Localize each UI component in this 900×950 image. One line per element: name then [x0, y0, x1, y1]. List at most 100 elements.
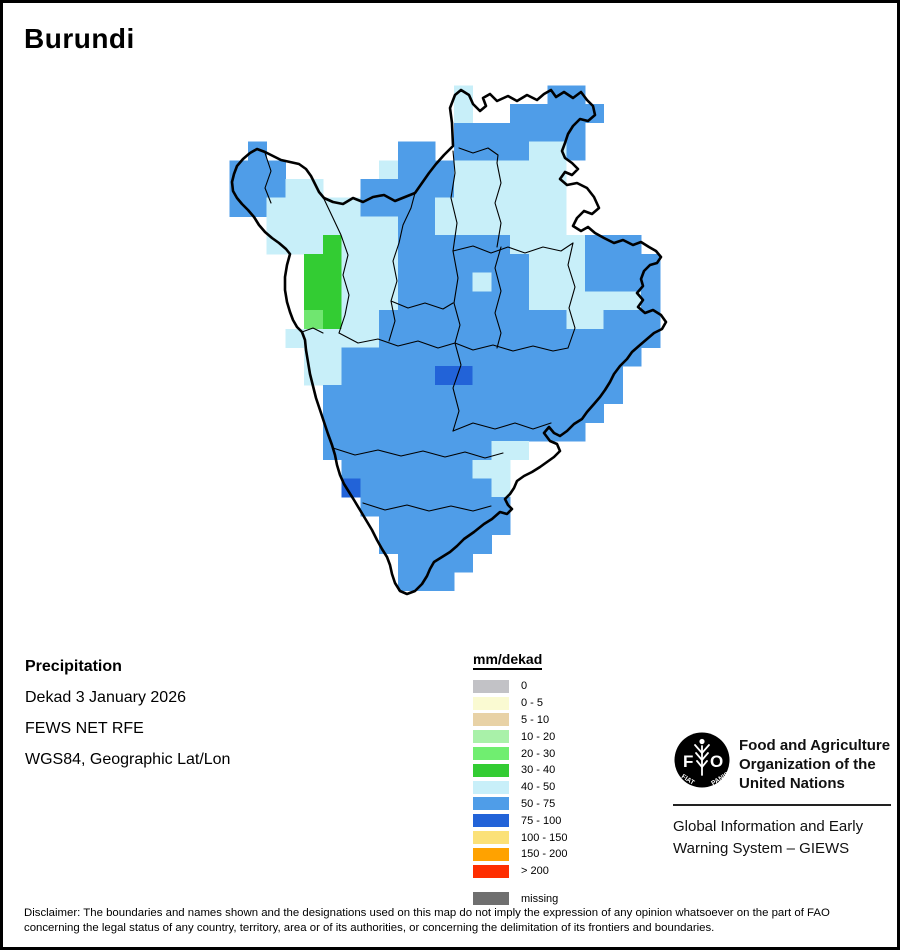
raster-cell [491, 384, 511, 405]
raster-cell [416, 216, 436, 236]
raster-cells [229, 85, 661, 592]
raster-cell [566, 235, 586, 255]
raster-cell [416, 459, 436, 479]
raster-cell [547, 272, 567, 292]
province-boundary [567, 242, 576, 349]
raster-cell [341, 478, 361, 498]
raster-cell [491, 197, 511, 217]
raster-cell [510, 403, 530, 423]
raster-cell [266, 160, 286, 180]
province-boundary [452, 242, 574, 254]
raster-cell [266, 216, 286, 236]
legend-swatch [473, 713, 509, 727]
raster-cell [397, 347, 417, 367]
raster-cell [528, 272, 548, 292]
raster-cell [622, 272, 642, 292]
raster-cell [566, 291, 586, 311]
raster-cell [510, 216, 530, 236]
legend-label: 100 - 150 [521, 831, 568, 844]
raster-cell [491, 515, 511, 536]
legend-swatch [473, 892, 509, 906]
legend-label: missing [521, 892, 559, 905]
raster-cell [435, 347, 455, 367]
raster-cell [453, 179, 474, 199]
province-boundary [264, 152, 272, 204]
raster-cell [435, 497, 455, 517]
raster-cell [285, 197, 305, 217]
raster-cell [416, 141, 436, 161]
raster-cell [584, 253, 605, 273]
giews-line: Global Information and Early [673, 818, 864, 835]
raster-cell [491, 459, 511, 479]
raster-cell [379, 179, 399, 199]
raster-cell [547, 384, 567, 405]
raster-cell [603, 272, 623, 292]
raster-cell [322, 403, 343, 423]
raster-cell [304, 310, 324, 330]
raster-cell [472, 403, 492, 423]
raster-cell [547, 366, 567, 386]
raster-cell [472, 328, 492, 348]
province-boundary [452, 422, 552, 432]
raster-cell [341, 291, 361, 311]
raster-cell [322, 291, 343, 311]
raster-cell [472, 122, 492, 142]
raster-cell [566, 310, 586, 330]
raster-cell [416, 291, 436, 311]
raster-cell [472, 216, 492, 236]
raster-cell [584, 347, 605, 367]
raster-cell [360, 272, 380, 292]
raster-cell [379, 534, 399, 554]
raster-cell [360, 253, 380, 273]
raster-cell [435, 403, 455, 423]
legend-row: 75 - 100 [473, 812, 663, 829]
raster-cell [397, 216, 417, 236]
raster-cell [603, 291, 623, 311]
raster-cell [360, 497, 380, 517]
raster-cell [528, 384, 548, 405]
raster-cell [622, 253, 642, 273]
raster-cell [472, 197, 492, 217]
legend-label: 0 [521, 680, 528, 693]
province-boundary [388, 192, 416, 342]
raster-cell [510, 384, 530, 405]
raster-cell [510, 272, 530, 292]
raster-cell [435, 160, 455, 180]
raster-cell [510, 160, 530, 180]
legend-title: mm/dekad [473, 651, 543, 670]
legend-swatch [473, 797, 509, 811]
raster-cell [566, 366, 586, 386]
raster-cell [472, 253, 492, 273]
raster-cell [547, 253, 567, 273]
raster-cell [435, 572, 455, 592]
raster-cell [510, 291, 530, 311]
raster-cell [491, 310, 511, 330]
wheat-icon [694, 744, 710, 776]
raster-cell [379, 422, 399, 442]
raster-cell [491, 272, 511, 292]
raster-cell [266, 197, 286, 217]
raster-cell [566, 272, 586, 292]
raster-cell [472, 384, 492, 405]
raster-cell [379, 366, 399, 386]
raster-cell [379, 272, 399, 292]
raster-cell [360, 459, 380, 479]
raster-cell [379, 515, 399, 536]
legend-swatch [473, 831, 509, 845]
legend-label: 20 - 30 [521, 747, 556, 760]
raster-cell [379, 403, 399, 423]
raster-cell [510, 104, 530, 124]
raster-cell [510, 141, 530, 161]
disclaimer-line: Disclaimer: The boundaries and names sho… [24, 907, 830, 919]
raster-cell [341, 366, 361, 386]
raster-cell [416, 403, 436, 423]
legend-swatch [473, 763, 509, 777]
raster-cell [622, 328, 642, 348]
raster-cell [379, 384, 399, 405]
raster-cell [547, 179, 567, 199]
raster-cell [453, 253, 474, 273]
raster-cell [566, 141, 586, 161]
legend-row: 150 - 200 [473, 846, 663, 863]
legend-row: 0 [473, 678, 663, 695]
province-boundary [332, 447, 504, 459]
